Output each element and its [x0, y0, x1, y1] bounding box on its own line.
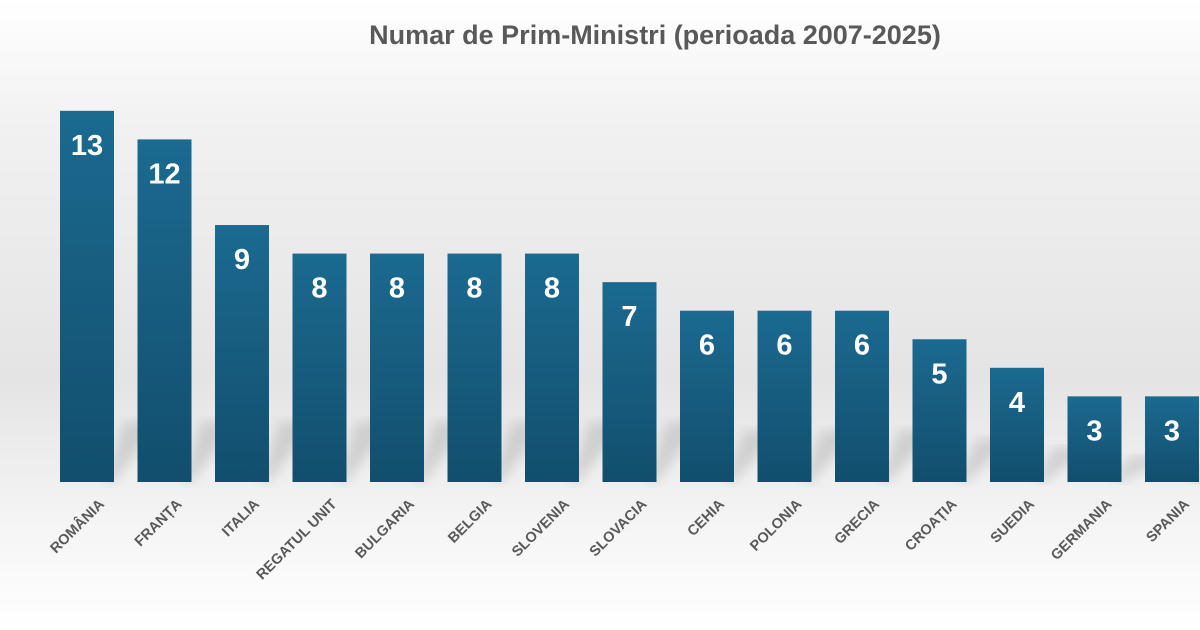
data-label: 7	[621, 301, 637, 333]
bar-franța	[137, 139, 192, 482]
bar-slovenia	[525, 253, 579, 482]
chart-title: Numar de Prim-Ministri (perioada 2007-20…	[369, 20, 941, 50]
bar-polonia	[757, 310, 812, 482]
data-label: 6	[776, 330, 792, 362]
x-tick-label: BULGARIA	[352, 496, 418, 562]
bar-regatul-unit	[292, 253, 347, 482]
x-tick-label: BELGIA	[445, 496, 495, 546]
bar-românia	[60, 110, 114, 482]
x-tick-label: CEHIA	[685, 496, 729, 540]
data-label: 12	[148, 158, 180, 190]
data-label: 6	[854, 330, 870, 362]
data-label: 8	[389, 273, 405, 305]
x-tick-label: FRANȚA	[132, 496, 186, 550]
bar-croația	[912, 339, 967, 482]
data-label: 3	[1086, 415, 1102, 447]
x-tick-label: ROMÂNIA	[46, 495, 108, 557]
x-tick-label: SUEDIA	[988, 496, 1038, 546]
bar-slovacia	[602, 282, 657, 482]
bar-cehia	[680, 310, 734, 482]
data-label: 6	[699, 330, 715, 362]
data-label: 3	[1164, 415, 1180, 447]
data-label: 5	[931, 358, 947, 390]
x-tick-label: CROAȚIA	[902, 496, 960, 554]
x-tick-label: GERMANIA	[1048, 496, 1116, 564]
bar-suedia	[990, 367, 1044, 482]
bar-grecia	[835, 310, 889, 482]
data-label: 13	[71, 130, 103, 162]
x-tick-label: SLOVENIA	[509, 496, 573, 560]
x-tick-label: SLOVACIA	[587, 496, 651, 560]
bar-spania	[1145, 396, 1199, 482]
data-label: 4	[1009, 387, 1025, 419]
data-label: 9	[234, 244, 250, 276]
data-label: 8	[311, 273, 327, 305]
x-tick-label: GRECIA	[832, 496, 884, 548]
bar-belgia	[447, 253, 502, 482]
x-tick-label: POLONIA	[747, 496, 805, 554]
bar-bulgaria	[370, 253, 424, 482]
x-tick-label: REGATUL UNIT	[254, 496, 341, 583]
data-label: 8	[466, 273, 482, 305]
x-tick-label: SPANIA	[1144, 496, 1194, 546]
x-tick-label: ITALIA	[219, 496, 263, 540]
bar-italia	[215, 225, 269, 483]
bar-germania	[1067, 396, 1122, 482]
data-label: 8	[544, 273, 560, 305]
